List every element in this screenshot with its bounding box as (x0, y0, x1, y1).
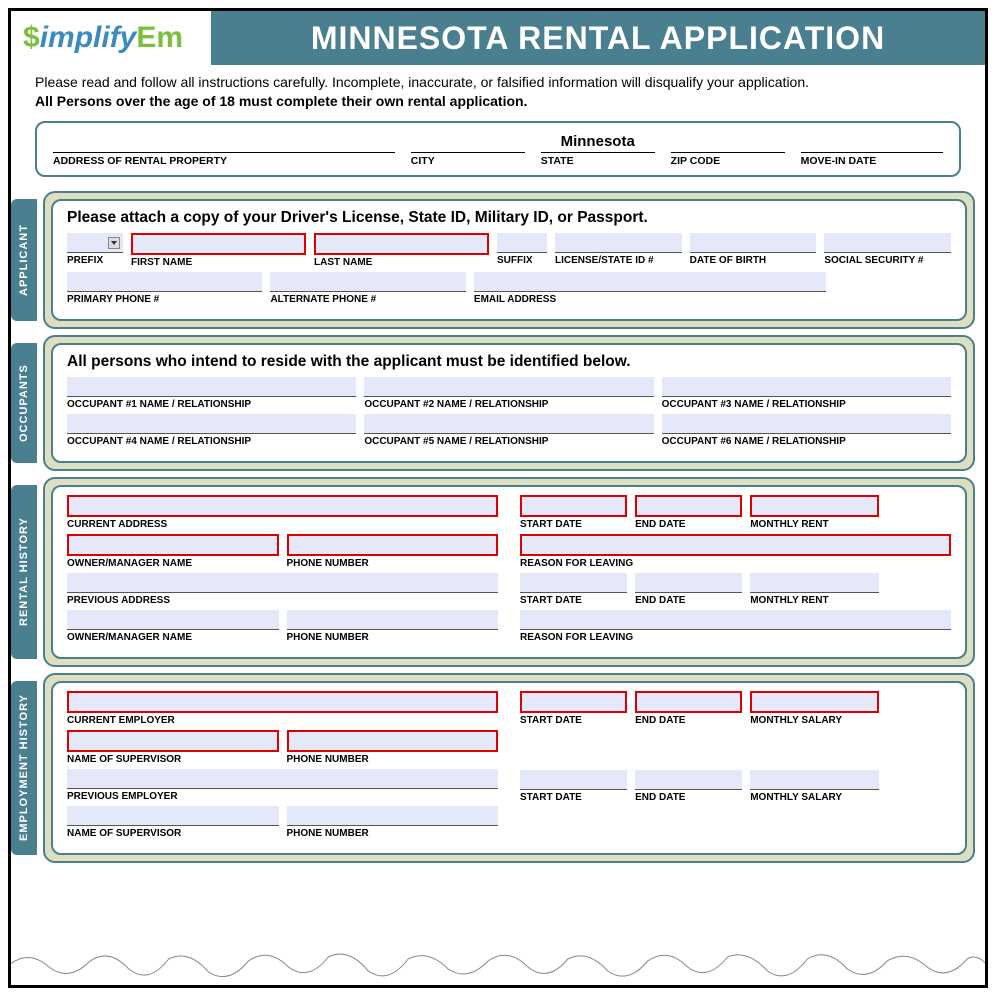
field-rh-prev-end[interactable]: END DATE (635, 573, 742, 606)
logo-dollar: $ (23, 21, 40, 54)
tab-applicant: APPLICANT (11, 199, 37, 321)
field-rh-rent[interactable]: MONTHLY RENT (750, 495, 879, 530)
field-email[interactable]: EMAIL ADDRESS (474, 272, 826, 305)
instructions-line2: All Persons over the age of 18 must comp… (35, 92, 961, 111)
field-prev-emp-start[interactable]: START DATE (520, 770, 627, 803)
field-prev-owner-phone[interactable]: PHONE NUMBER (287, 610, 499, 643)
field-emp-phone[interactable]: PHONE NUMBER (287, 730, 499, 765)
instructions-line1: Please read and follow all instructions … (35, 73, 961, 92)
field-prefix[interactable]: PREFIX (67, 233, 123, 268)
field-owner-name[interactable]: OWNER/MANAGER NAME (67, 534, 279, 569)
field-primary-phone[interactable]: PRIMARY PHONE # (67, 272, 262, 305)
field-occupant-4[interactable]: OCCUPANT #4 NAME / RELATIONSHIP (67, 414, 356, 447)
section-occupants: OCCUPANTS All persons who intend to resi… (43, 335, 975, 471)
field-rh-prev-start[interactable]: START DATE (520, 573, 627, 606)
torn-edge (9, 947, 987, 987)
field-alt-phone[interactable]: ALTERNATE PHONE # (270, 272, 465, 305)
logo: $implifyEm (11, 21, 211, 55)
section-applicant: APPLICANT Please attach a copy of your D… (43, 191, 975, 329)
field-prev-employer[interactable]: PREVIOUS EMPLOYER (67, 769, 498, 802)
header: $implifyEm MINNESOTA RENTAL APPLICATION (11, 11, 985, 65)
occupants-heading: All persons who intend to reside with th… (67, 353, 951, 371)
field-first-name[interactable]: FIRST NAME (131, 233, 306, 268)
instructions: Please read and follow all instructions … (11, 65, 985, 121)
field-prev-emp-end[interactable]: END DATE (635, 770, 742, 803)
field-prev-supervisor[interactable]: NAME OF SUPERVISOR (67, 806, 279, 839)
field-occupant-2[interactable]: OCCUPANT #2 NAME / RELATIONSHIP (364, 377, 653, 410)
field-supervisor[interactable]: NAME OF SUPERVISOR (67, 730, 279, 765)
field-license[interactable]: LICENSE/STATE ID # (555, 233, 682, 268)
field-address[interactable]: ADDRESS OF RENTAL PROPERTY (53, 133, 395, 167)
field-movein[interactable]: MOVE-IN DATE (801, 133, 943, 167)
applicant-heading: Please attach a copy of your Driver's Li… (67, 209, 951, 227)
property-box: ADDRESS OF RENTAL PROPERTY CITY Minnesot… (35, 121, 961, 177)
field-reason[interactable]: REASON FOR LEAVING (520, 534, 951, 569)
field-owner-phone[interactable]: PHONE NUMBER (287, 534, 499, 569)
field-prev-emp-phone[interactable]: PHONE NUMBER (287, 806, 499, 839)
field-prev-salary[interactable]: MONTHLY SALARY (750, 770, 879, 803)
page-title: MINNESOTA RENTAL APPLICATION (211, 11, 985, 65)
field-salary[interactable]: MONTHLY SALARY (750, 691, 879, 726)
field-prev-owner[interactable]: OWNER/MANAGER NAME (67, 610, 279, 643)
field-emp-start[interactable]: START DATE (520, 691, 627, 726)
field-dob[interactable]: DATE OF BIRTH (690, 233, 817, 268)
tab-employment-history: EMPLOYMENT HISTORY (11, 681, 37, 855)
logo-text: implify (40, 21, 137, 54)
field-ssn[interactable]: SOCIAL SECURITY # (824, 233, 951, 268)
field-last-name[interactable]: LAST NAME (314, 233, 489, 268)
field-rh-prev-rent[interactable]: MONTHLY RENT (750, 573, 879, 606)
field-prev-reason[interactable]: REASON FOR LEAVING (520, 610, 951, 643)
section-employment-history: EMPLOYMENT HISTORY CURRENT EMPLOYER NAME… (43, 673, 975, 863)
field-current-address[interactable]: CURRENT ADDRESS (67, 495, 498, 530)
field-suffix[interactable]: SUFFIX (497, 233, 547, 268)
field-prev-address[interactable]: PREVIOUS ADDRESS (67, 573, 498, 606)
field-zip[interactable]: ZIP CODE (671, 133, 785, 167)
field-occupant-1[interactable]: OCCUPANT #1 NAME / RELATIONSHIP (67, 377, 356, 410)
section-rental-history: RENTAL HISTORY CURRENT ADDRESS OWNER/MAN… (43, 477, 975, 667)
rental-application-form: $implifyEm MINNESOTA RENTAL APPLICATION … (8, 8, 988, 988)
field-emp-end[interactable]: END DATE (635, 691, 742, 726)
field-occupant-3[interactable]: OCCUPANT #3 NAME / RELATIONSHIP (662, 377, 951, 410)
logo-em: Em (136, 21, 183, 54)
tab-occupants: OCCUPANTS (11, 343, 37, 463)
field-current-employer[interactable]: CURRENT EMPLOYER (67, 691, 498, 726)
field-occupant-5[interactable]: OCCUPANT #5 NAME / RELATIONSHIP (364, 414, 653, 447)
field-occupant-6[interactable]: OCCUPANT #6 NAME / RELATIONSHIP (662, 414, 951, 447)
field-rh-end[interactable]: END DATE (635, 495, 742, 530)
field-city[interactable]: CITY (411, 133, 525, 167)
field-state[interactable]: Minnesota STATE (541, 133, 655, 167)
tab-rental-history: RENTAL HISTORY (11, 485, 37, 659)
field-rh-start[interactable]: START DATE (520, 495, 627, 530)
